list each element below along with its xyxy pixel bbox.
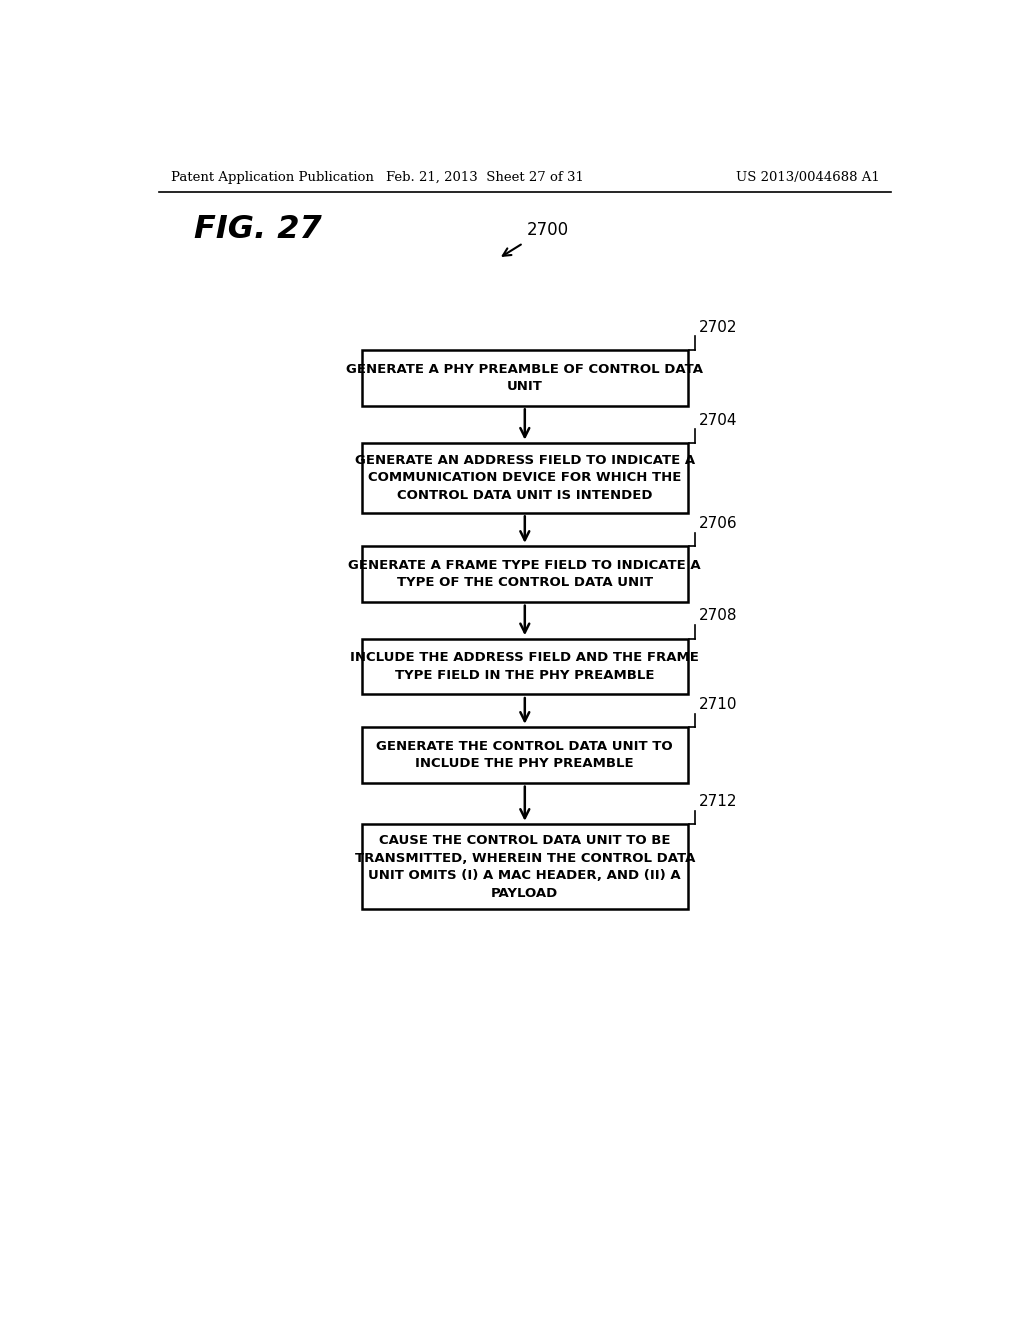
Bar — [362, 639, 687, 694]
Text: 2704: 2704 — [698, 413, 737, 428]
Text: INCLUDE THE ADDRESS FIELD AND THE FRAME
TYPE FIELD IN THE PHY PREAMBLE: INCLUDE THE ADDRESS FIELD AND THE FRAME … — [350, 651, 699, 682]
Text: Feb. 21, 2013  Sheet 27 of 31: Feb. 21, 2013 Sheet 27 of 31 — [386, 172, 584, 185]
Text: 2706: 2706 — [698, 516, 737, 531]
Text: 2712: 2712 — [698, 795, 737, 809]
Text: Patent Application Publication: Patent Application Publication — [171, 172, 374, 185]
Bar — [362, 350, 687, 405]
Bar — [362, 546, 687, 602]
Text: GENERATE THE CONTROL DATA UNIT TO
INCLUDE THE PHY PREAMBLE: GENERATE THE CONTROL DATA UNIT TO INCLUD… — [377, 741, 673, 771]
Text: CAUSE THE CONTROL DATA UNIT TO BE
TRANSMITTED, WHEREIN THE CONTROL DATA
UNIT OMI: CAUSE THE CONTROL DATA UNIT TO BE TRANSM… — [354, 834, 695, 899]
Text: 2708: 2708 — [698, 609, 737, 623]
Text: US 2013/0044688 A1: US 2013/0044688 A1 — [736, 172, 880, 185]
Bar — [362, 727, 687, 783]
Text: FIG. 27: FIG. 27 — [194, 214, 322, 244]
Text: GENERATE A FRAME TYPE FIELD TO INDICATE A
TYPE OF THE CONTROL DATA UNIT: GENERATE A FRAME TYPE FIELD TO INDICATE … — [348, 558, 701, 590]
Text: GENERATE A PHY PREAMBLE OF CONTROL DATA
UNIT: GENERATE A PHY PREAMBLE OF CONTROL DATA … — [346, 363, 703, 393]
Text: GENERATE AN ADDRESS FIELD TO INDICATE A
COMMUNICATION DEVICE FOR WHICH THE
CONTR: GENERATE AN ADDRESS FIELD TO INDICATE A … — [354, 454, 695, 502]
Bar — [362, 444, 687, 512]
Bar — [362, 825, 687, 909]
Text: 2702: 2702 — [698, 319, 737, 335]
Text: 2700: 2700 — [527, 222, 569, 239]
Text: 2710: 2710 — [698, 697, 737, 711]
